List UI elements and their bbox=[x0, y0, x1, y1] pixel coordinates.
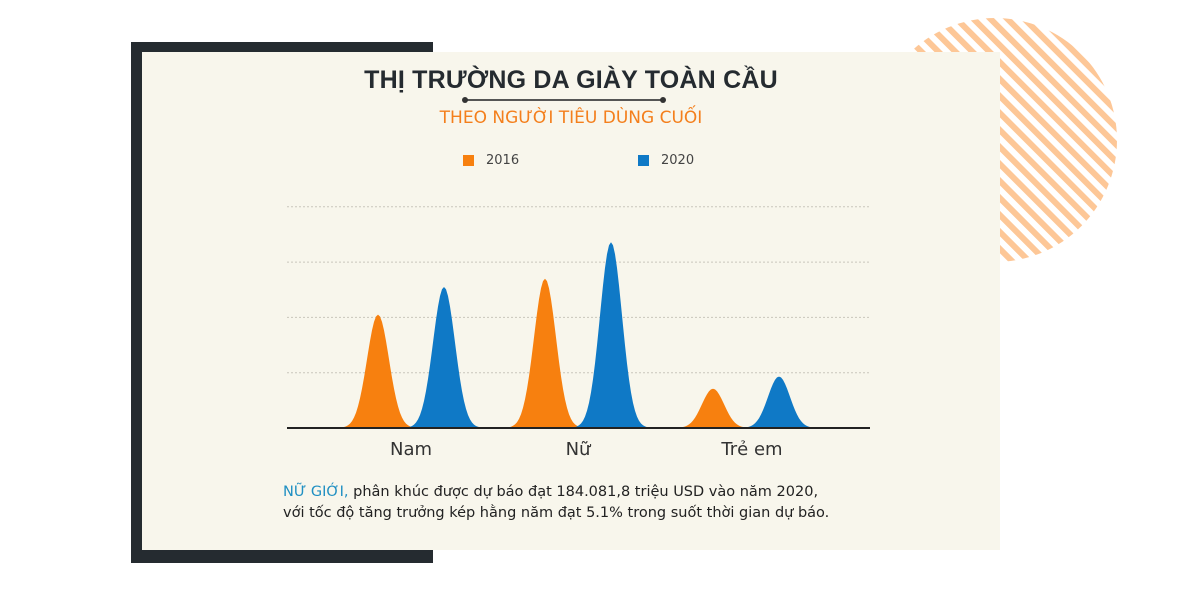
peak-2016-1 bbox=[505, 278, 585, 428]
x-tick-label: Trẻ em bbox=[720, 439, 782, 460]
peak-2016-2 bbox=[673, 388, 753, 428]
title-divider bbox=[462, 97, 666, 103]
legend-swatch-2016 bbox=[463, 155, 474, 166]
chart-title: THỊ TRƯỜNG DA GIÀY TOÀN CẦU bbox=[364, 66, 778, 94]
peak-2020-0 bbox=[404, 287, 484, 428]
chart-subtitle: THEO NGƯỜI TIÊU DÙNG CUỐI bbox=[439, 108, 703, 128]
peak-2020-1 bbox=[571, 242, 651, 428]
x-tick-label: Nữ bbox=[566, 439, 592, 460]
note-line1: phân khúc được dự báo đạt 184.081,8 triệ… bbox=[348, 484, 819, 500]
peak-2016-0 bbox=[338, 314, 418, 428]
legend-label-2020: 2020 bbox=[661, 153, 695, 168]
legend-label-2016: 2016 bbox=[486, 153, 520, 168]
note-line2: với tốc độ tăng trưởng kép hằng năm đạt … bbox=[283, 505, 830, 521]
peak-2020-2 bbox=[739, 376, 819, 428]
chart-note: NỮ GIỚI, phân khúc được dự báo đạt 184.0… bbox=[283, 482, 829, 524]
x-tick-label: Nam bbox=[390, 439, 432, 460]
note-highlight: NỮ GIỚI, bbox=[283, 484, 349, 500]
legend-item-2016: 2016 bbox=[463, 153, 519, 168]
legend-item-2020: 2020 bbox=[638, 153, 694, 168]
chart-card: THỊ TRƯỜNG DA GIÀY TOÀN CẦU THEO NGƯỜI T… bbox=[142, 52, 1000, 550]
legend-swatch-2020 bbox=[638, 155, 649, 166]
